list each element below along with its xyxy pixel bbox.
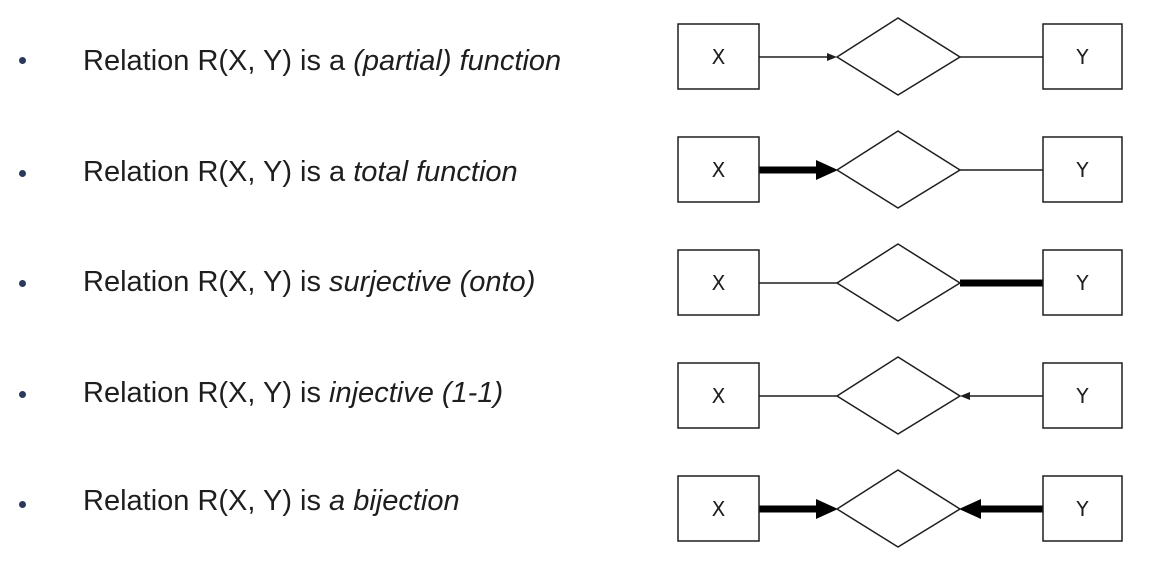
entity-x-label: X	[712, 497, 726, 521]
er-diagram: X Y	[677, 469, 1123, 548]
entity-x-label: X	[712, 45, 726, 69]
bullet	[19, 391, 26, 398]
relation-row: Relation R(X, Y) is a bijection X Y	[0, 452, 1150, 566]
right-connector	[959, 499, 1043, 519]
relation-row: Relation R(X, Y) is a total function X Y	[0, 113, 1150, 227]
bullet	[19, 170, 26, 177]
entity-y-box	[1042, 475, 1123, 542]
relationship-diamond	[835, 469, 962, 548]
statement-prefix: Relation R(X, Y) is	[83, 266, 330, 298]
statement-prefix: Relation R(X, Y) is a	[83, 156, 354, 188]
er-diagram: X Y	[677, 17, 1123, 96]
entity-y-label: Y	[1075, 497, 1089, 521]
statement-property: a bijection	[329, 485, 460, 517]
relationship-diamond	[835, 356, 962, 435]
relationship-diamond	[835, 130, 962, 209]
left-connector	[759, 160, 838, 180]
statement-prefix: Relation R(X, Y) is a	[83, 45, 354, 77]
relation-statement: Relation R(X, Y) is a (partial) function	[83, 44, 561, 78]
entity-x-box	[677, 362, 760, 429]
left-connector	[759, 53, 837, 61]
entity-x-label: X	[712, 384, 726, 408]
entity-y-box	[1042, 23, 1123, 90]
entity-x-label: X	[712, 158, 726, 182]
er-diagram: X Y	[677, 243, 1123, 322]
entity-y-box	[1042, 249, 1123, 316]
er-diagram: X Y	[677, 130, 1123, 209]
statement-prefix: Relation R(X, Y) is	[83, 377, 330, 409]
statement-prefix: Relation R(X, Y) is	[83, 485, 330, 517]
right-connector	[960, 392, 1043, 400]
entity-y-label: Y	[1075, 271, 1089, 295]
statement-property: (partial) function	[353, 45, 562, 77]
entity-y-label: Y	[1075, 158, 1089, 182]
bullet	[19, 280, 26, 287]
entity-y-label: Y	[1075, 45, 1089, 69]
relation-statement: Relation R(X, Y) is injective (1-1)	[83, 376, 503, 410]
entity-x-box	[677, 249, 760, 316]
relation-statement: Relation R(X, Y) is surjective (onto)	[83, 265, 535, 299]
left-connector	[759, 499, 838, 519]
statement-property: surjective (onto)	[329, 266, 536, 298]
relation-row: Relation R(X, Y) is surjective (onto) X …	[0, 226, 1150, 340]
relationship-diamond	[835, 17, 962, 96]
entity-y-box	[1042, 136, 1123, 203]
relation-row: Relation R(X, Y) is a (partial) function…	[0, 0, 1150, 114]
entity-x-label: X	[712, 271, 726, 295]
statement-property: injective (1-1)	[329, 377, 504, 409]
entity-x-box	[677, 475, 760, 542]
relation-statement: Relation R(X, Y) is a total function	[83, 155, 518, 189]
statement-property: total function	[353, 156, 518, 188]
entity-x-box	[677, 136, 760, 203]
entity-y-box	[1042, 362, 1123, 429]
er-diagram: X Y	[677, 356, 1123, 435]
relation-statement: Relation R(X, Y) is a bijection	[83, 484, 460, 518]
relation-row: Relation R(X, Y) is injective (1-1) X Y	[0, 339, 1150, 453]
bullet	[19, 501, 26, 508]
relationship-diamond	[835, 243, 962, 322]
bullet	[19, 57, 26, 64]
entity-x-box	[677, 23, 760, 90]
entity-y-label: Y	[1075, 384, 1089, 408]
